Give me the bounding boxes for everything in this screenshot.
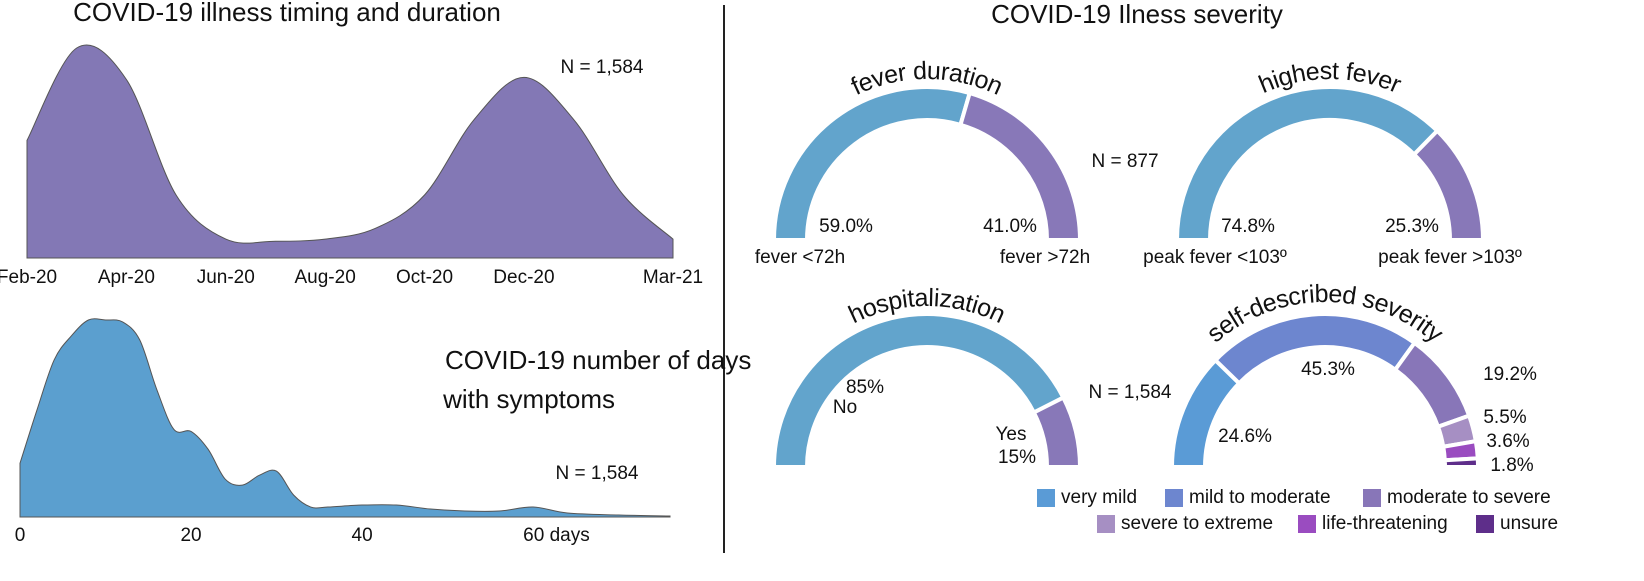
value-label: 25.3% (1385, 216, 1439, 237)
value-label: 1.8% (1490, 455, 1533, 476)
value-label: 74.8% (1221, 216, 1275, 237)
legend-swatch (1476, 515, 1494, 533)
x-tick-label: 20 (180, 525, 201, 546)
x-tick-label: 40 (352, 525, 373, 546)
value-label: 41.0% (983, 216, 1037, 237)
legend-label: severe to extreme (1121, 513, 1273, 534)
legend-label: moderate to severe (1387, 487, 1551, 508)
panel-title: COVID-19 Ilness severity (991, 0, 1283, 29)
annotation: N = 1,584 (561, 57, 644, 78)
value-label: 24.6% (1218, 426, 1272, 447)
value-label: 85% (846, 377, 884, 398)
gauge-slice (958, 90, 1083, 242)
x-tick-label: Oct-20 (396, 267, 453, 288)
x-tick-label: Jun-20 (197, 267, 255, 288)
category-label: No (833, 397, 857, 418)
value-label: 45.3% (1301, 359, 1355, 380)
legend-swatch (1363, 489, 1381, 507)
x-tick-label: 60 days (523, 525, 590, 546)
category-label: fever <72h (755, 247, 845, 268)
density-area (26, 44, 674, 259)
gauge-slice (1169, 357, 1242, 469)
chart-title: with symptoms (442, 384, 615, 414)
gauge-slice (1411, 128, 1486, 242)
gauge-slice (1392, 340, 1472, 430)
x-tick-label: Apr-20 (98, 267, 155, 288)
legend-label: life-threatening (1322, 513, 1448, 534)
value-label: 59.0% (819, 216, 873, 237)
x-tick-label: Mar-21 (643, 267, 703, 288)
legend-label: unsure (1500, 513, 1558, 534)
legend-swatch (1037, 489, 1055, 507)
category-label: Yes (996, 424, 1027, 445)
value-label: 3.6% (1486, 431, 1529, 452)
chart-title: COVID-19 number of days (445, 345, 751, 375)
gauge-slice (1442, 456, 1481, 469)
x-tick-label: Feb-20 (0, 267, 57, 288)
legend-label: mild to moderate (1189, 487, 1331, 508)
category-label: peak fever >103º (1378, 247, 1522, 268)
category-label: peak fever <103º (1143, 247, 1287, 268)
category-label: fever >72h (1000, 247, 1090, 268)
value-label: 5.5% (1483, 407, 1526, 428)
annotation: N = 1,584 (1089, 382, 1172, 403)
annotation: N = 1,584 (556, 463, 639, 484)
chart-title: COVID-19 illness timing and duration (73, 0, 501, 27)
gauge-slice (1031, 394, 1083, 469)
legend-swatch (1097, 515, 1115, 533)
x-tick-label: Aug-20 (295, 267, 356, 288)
annotation: N = 877 (1091, 151, 1158, 172)
legend-swatch (1165, 489, 1183, 507)
density-area (19, 318, 671, 518)
legend-label: very mild (1061, 487, 1137, 508)
legend-swatch (1298, 515, 1316, 533)
value-label: 19.2% (1483, 364, 1537, 385)
x-tick-label: 0 (15, 525, 26, 546)
value-label: 15% (998, 447, 1036, 468)
x-tick-label: Dec-20 (493, 267, 554, 288)
